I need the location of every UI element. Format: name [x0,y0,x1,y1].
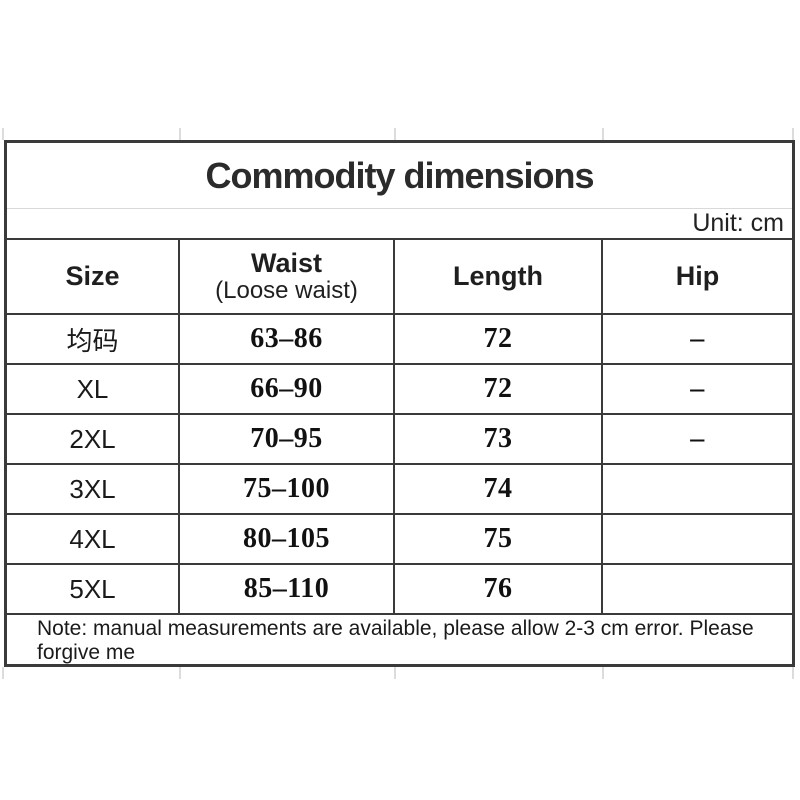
table-row: 4XL 80–105 75 [7,513,792,563]
cell-waist: 63–86 [180,315,395,363]
grid-tick [179,128,181,140]
grid-tick [179,667,181,679]
header-hip: Hip [603,240,792,313]
cell-size: 5XL [7,565,180,613]
cell-length: 75 [395,515,603,563]
commodity-dimensions-table: Commodity dimensions Unit: cm Size Waist… [4,140,795,667]
table-row: 5XL 85–110 76 [7,563,792,613]
unit-label: Unit: cm [692,209,784,237]
grid-tick [2,128,4,140]
grid-tick [394,667,396,679]
table-row: 均码 63–86 72 – [7,313,792,363]
cell-hip: – [690,373,705,404]
cell-waist: 66–90 [180,365,395,413]
grid-tick [792,667,794,679]
cell-length: 72 [395,315,603,363]
cell-size: 均码 [7,315,180,363]
cell-waist: 80–105 [180,515,395,563]
grid-tick [2,667,4,679]
grid-tick [394,128,396,140]
cell-waist: 70–95 [180,415,395,463]
cell-length: 72 [395,365,603,413]
header-waist: Waist (Loose waist) [180,240,395,313]
header-waist-sublabel: (Loose waist) [215,277,358,305]
cell-length: 73 [395,415,603,463]
cell-hip [603,565,792,613]
table-row: 2XL 70–95 73 – [7,413,792,463]
table-row: XL 66–90 72 – [7,363,792,413]
table-header-row: Size Waist (Loose waist) Length Hip [7,238,792,313]
cell-length: 76 [395,565,603,613]
cell-size: 4XL [7,515,180,563]
cell-size: 2XL [7,415,180,463]
header-waist-label: Waist [250,247,322,278]
cell-hip [603,465,792,513]
header-hip-label: Hip [675,261,720,292]
grid-tick [602,128,604,140]
cell-hip: – [690,323,705,354]
cell-length: 74 [395,465,603,513]
cell-hip [603,515,792,563]
header-length-label: Length [453,261,543,292]
grid-tick [792,128,794,140]
table-title: Commodity dimensions [7,143,792,209]
table-note: Note: manual measurements are available,… [7,613,792,666]
cell-waist: 85–110 [180,565,395,613]
header-size: Size [7,240,180,313]
cell-size: XL [7,365,180,413]
cell-hip: – [690,423,705,454]
grid-tick [602,667,604,679]
table-row: 3XL 75–100 74 [7,463,792,513]
cell-size: 3XL [7,465,180,513]
header-length: Length [395,240,603,313]
cell-waist: 75–100 [180,465,395,513]
header-size-label: Size [65,261,120,292]
